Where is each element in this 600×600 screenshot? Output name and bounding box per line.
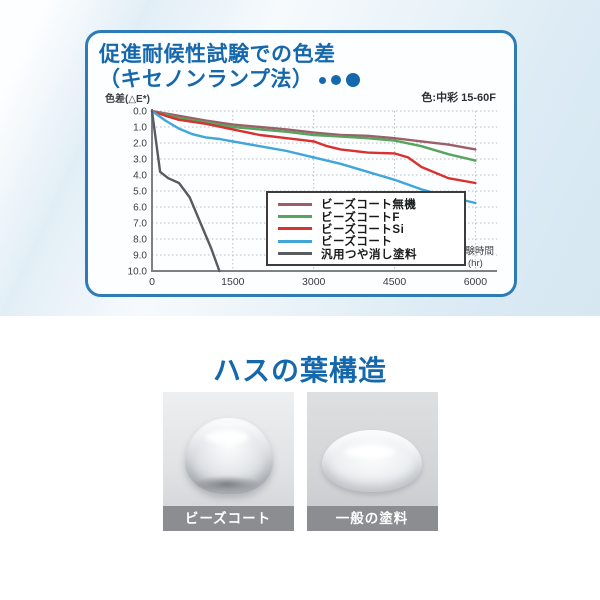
svg-text:3000: 3000: [302, 276, 326, 288]
dot-icon: [331, 75, 342, 86]
line-swatch-icon: [278, 202, 312, 206]
water-droplet-tall-icon: [184, 418, 273, 494]
svg-text:10.0: 10.0: [128, 267, 148, 278]
droplet-photos-row: ビーズコート 一般の塗料: [0, 392, 600, 531]
svg-text:1500: 1500: [221, 276, 245, 288]
legend-item: ビーズコートF: [278, 210, 456, 224]
water-droplet-flat-icon: [321, 430, 422, 492]
svg-text:7.0: 7.0: [133, 219, 147, 230]
legend-label: ビーズコートSi: [321, 223, 405, 236]
svg-text:0: 0: [149, 276, 155, 288]
x-axis-label-line2: (hr): [468, 257, 483, 269]
svg-text:8.0: 8.0: [133, 235, 147, 246]
svg-text:5.0: 5.0: [133, 187, 147, 198]
line-swatch-icon: [278, 239, 312, 243]
card-title: 促進耐候性試験での色差 （キセノンランプ法）: [99, 43, 361, 93]
legend-item: ビーズコート: [278, 235, 456, 249]
line-swatch-icon: [278, 215, 312, 219]
svg-text:4500: 4500: [383, 276, 407, 288]
svg-text:6.0: 6.0: [133, 203, 147, 214]
y-axis-label: 色差(△E*): [105, 94, 150, 105]
general-paint-photo: 一般の塗料: [306, 392, 438, 531]
lotus-section-title: ハスの葉構造: [212, 355, 387, 386]
color-annotation: 色:中彩 15-60F: [421, 92, 496, 104]
dot-icon: [319, 76, 327, 84]
legend-item: ビーズコートSi: [278, 223, 456, 236]
legend-label: ビーズコートF: [321, 211, 400, 224]
chart-legend: ビーズコート無機 ビーズコートF ビーズコートSi ビーズコート 汎用つや消し塗…: [266, 191, 466, 266]
weathering-test-card: 促進耐候性試験での色差 （キセノンランプ法） 色差(△E*) 色:中彩 15-6…: [85, 30, 517, 297]
svg-text:4.0: 4.0: [133, 171, 147, 182]
dot-icon: [346, 73, 361, 88]
svg-text:2.0: 2.0: [133, 139, 147, 150]
card-title-line2: （キセノンランプ法）: [99, 67, 361, 93]
photo-caption: ビーズコート: [162, 506, 294, 531]
legend-label: ビーズコート無機: [321, 199, 417, 212]
card-title-line1: 促進耐候性試験での色差: [99, 43, 336, 66]
beads-coat-photo: ビーズコート: [162, 392, 294, 531]
card-title-line2-text: （キセノンランプ法）: [99, 67, 314, 91]
legend-label: ビーズコート: [321, 236, 393, 249]
x-axis-label-line1: 試験時間: [456, 246, 495, 257]
legend-item: 汎用つや消し塗料: [278, 248, 456, 261]
legend-item: ビーズコート無機: [278, 198, 456, 212]
legend-label: 汎用つや消し塗料: [321, 248, 417, 261]
svg-text:9.0: 9.0: [133, 251, 147, 262]
line-swatch-icon: [278, 227, 312, 231]
svg-text:3.0: 3.0: [133, 155, 147, 166]
svg-text:1.0: 1.0: [133, 123, 147, 134]
svg-text:0.0: 0.0: [133, 107, 147, 118]
x-axis-label: 試験時間 (hr): [456, 246, 508, 270]
photo-caption: 一般の塗料: [306, 506, 438, 531]
svg-text:6000: 6000: [464, 276, 488, 288]
line-swatch-icon: [278, 252, 312, 256]
